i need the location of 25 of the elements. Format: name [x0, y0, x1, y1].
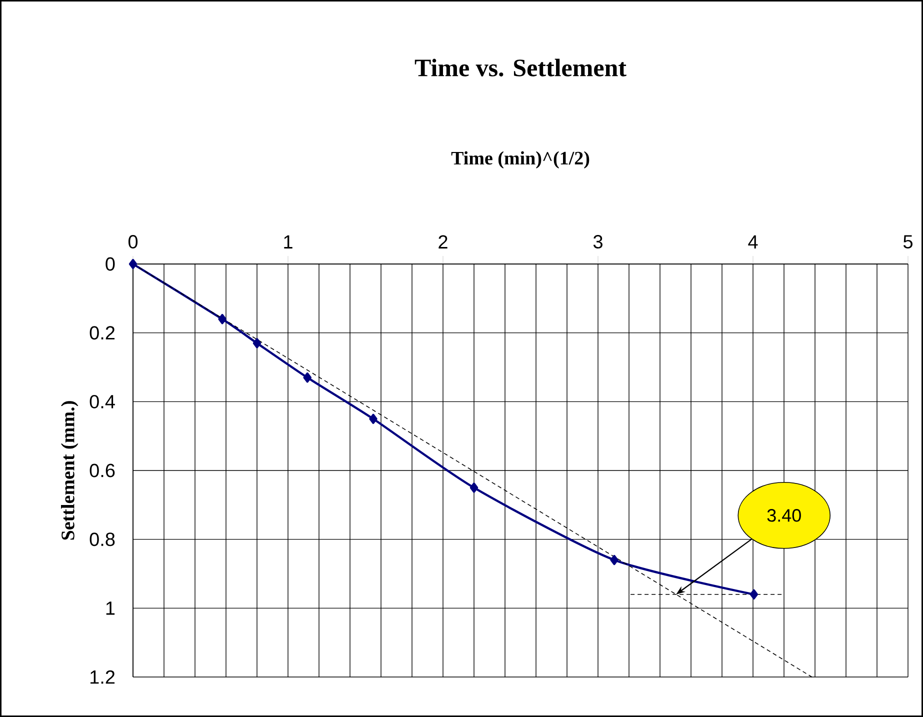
x-tick-label: 4 — [748, 235, 758, 248]
x-tick-label: 5 — [903, 235, 912, 248]
y-tick-label: 0.8 — [90, 532, 115, 546]
y-tick-label: 0.2 — [90, 326, 115, 340]
x-tick-label: 3 — [593, 235, 602, 248]
y-tick-label: 1.2 — [90, 670, 115, 684]
x-axis-title: Time (min)^(1/2) — [451, 151, 590, 168]
point — [252, 338, 262, 348]
point — [470, 482, 478, 493]
point — [128, 258, 138, 270]
x-tick-label: 2 — [438, 235, 448, 248]
point — [610, 554, 618, 566]
y-tick-label: 0 — [106, 257, 115, 271]
point — [369, 414, 378, 424]
y-tick-label: 0.4 — [90, 394, 115, 408]
point — [750, 589, 758, 600]
point — [303, 372, 312, 383]
chart-title: Time vs. Settlement — [414, 58, 626, 77]
x-tick-label: 1 — [284, 235, 292, 248]
annotation: 3.40 — [767, 509, 801, 522]
y-tick-label: 1 — [106, 602, 115, 615]
y-axis-title: Settlement (mm.) — [60, 401, 78, 540]
point — [218, 314, 226, 324]
y-tick-label: 0.6 — [90, 464, 115, 478]
x-tick-label: 0 — [128, 235, 138, 248]
